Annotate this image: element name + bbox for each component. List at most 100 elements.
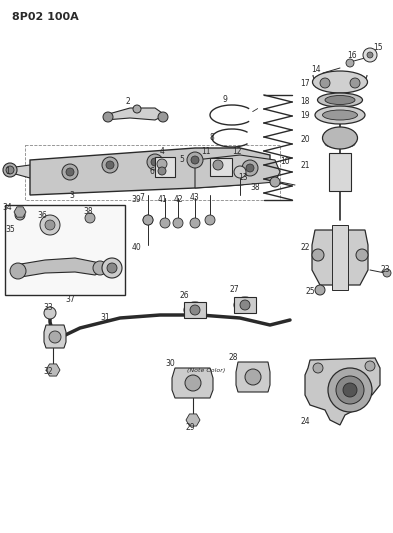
Bar [234, 297, 256, 313]
Text: 42: 42 [173, 196, 183, 205]
Circle shape [213, 160, 223, 170]
Circle shape [356, 249, 368, 261]
Text: 23: 23 [380, 265, 390, 274]
Circle shape [44, 307, 56, 319]
Ellipse shape [323, 127, 358, 149]
Circle shape [93, 261, 107, 275]
Circle shape [143, 215, 153, 225]
Circle shape [242, 160, 258, 176]
Circle shape [3, 163, 17, 177]
Polygon shape [46, 364, 60, 376]
Text: 12: 12 [232, 148, 242, 157]
Text: 27: 27 [229, 286, 239, 295]
Text: 19: 19 [300, 111, 310, 120]
Text: 43: 43 [190, 193, 200, 203]
Circle shape [245, 369, 261, 385]
Circle shape [157, 159, 167, 169]
Polygon shape [305, 358, 380, 425]
Text: 16: 16 [347, 51, 357, 60]
Circle shape [15, 210, 25, 220]
Text: (Note Color): (Note Color) [187, 368, 226, 373]
Polygon shape [312, 230, 368, 285]
Circle shape [12, 264, 24, 276]
Text: 24: 24 [300, 417, 310, 426]
Text: 36: 36 [37, 211, 47, 220]
Text: 38: 38 [83, 207, 93, 216]
Circle shape [49, 331, 61, 343]
Circle shape [240, 300, 250, 310]
Text: 1: 1 [6, 167, 10, 176]
Circle shape [158, 112, 168, 122]
Text: 40: 40 [131, 244, 141, 253]
Circle shape [10, 263, 26, 279]
Text: 25: 25 [305, 287, 315, 296]
Ellipse shape [315, 106, 365, 124]
Ellipse shape [312, 71, 367, 93]
Circle shape [40, 215, 60, 235]
Bar [25, 145, 280, 200]
Circle shape [191, 156, 199, 164]
Text: 41: 41 [157, 196, 167, 205]
Text: 30: 30 [165, 359, 175, 367]
Circle shape [205, 215, 215, 225]
Text: 8P02 100A: 8P02 100A [12, 12, 79, 22]
Text: 9: 9 [222, 95, 228, 104]
Polygon shape [30, 148, 270, 195]
Ellipse shape [318, 93, 362, 107]
Bar [184, 302, 206, 318]
Bar [329, 153, 351, 191]
Circle shape [143, 215, 153, 225]
Circle shape [190, 305, 200, 315]
Circle shape [367, 52, 373, 58]
Text: 11: 11 [201, 148, 211, 157]
Text: 8: 8 [209, 133, 214, 142]
Circle shape [62, 164, 78, 180]
Text: 14: 14 [311, 66, 321, 75]
Bar [210, 158, 232, 176]
Circle shape [346, 59, 354, 67]
Text: 2: 2 [126, 96, 130, 106]
Polygon shape [172, 368, 213, 398]
Polygon shape [105, 108, 165, 120]
Text: 28: 28 [228, 352, 238, 361]
Circle shape [147, 154, 163, 170]
Circle shape [190, 218, 200, 228]
Text: 4: 4 [160, 147, 164, 156]
Text: 6: 6 [150, 167, 154, 176]
Circle shape [45, 220, 55, 230]
Bar [5, 205, 125, 295]
Text: 13: 13 [238, 174, 248, 182]
Circle shape [133, 105, 141, 113]
Ellipse shape [234, 297, 256, 313]
Circle shape [383, 269, 391, 277]
Polygon shape [8, 160, 90, 182]
Circle shape [15, 267, 21, 273]
Text: 5: 5 [180, 156, 184, 165]
Text: 39: 39 [131, 196, 141, 205]
Circle shape [312, 249, 324, 261]
Circle shape [336, 376, 364, 404]
Circle shape [102, 157, 118, 173]
Circle shape [160, 218, 170, 228]
Text: 38: 38 [250, 183, 260, 192]
Polygon shape [44, 325, 66, 348]
Circle shape [103, 112, 113, 122]
Text: 33: 33 [43, 303, 53, 312]
Circle shape [313, 363, 323, 373]
Text: 21: 21 [300, 160, 310, 169]
Text: 34: 34 [2, 204, 12, 213]
Text: 20: 20 [300, 135, 310, 144]
Circle shape [85, 213, 95, 223]
Polygon shape [186, 414, 200, 426]
Circle shape [270, 177, 280, 187]
Circle shape [187, 152, 203, 168]
Text: 26: 26 [179, 290, 189, 300]
Polygon shape [195, 155, 280, 188]
Circle shape [107, 263, 117, 273]
Circle shape [106, 161, 114, 169]
Circle shape [320, 78, 330, 88]
Circle shape [328, 368, 372, 412]
Text: 15: 15 [373, 43, 383, 52]
Circle shape [315, 285, 325, 295]
Circle shape [350, 78, 360, 88]
